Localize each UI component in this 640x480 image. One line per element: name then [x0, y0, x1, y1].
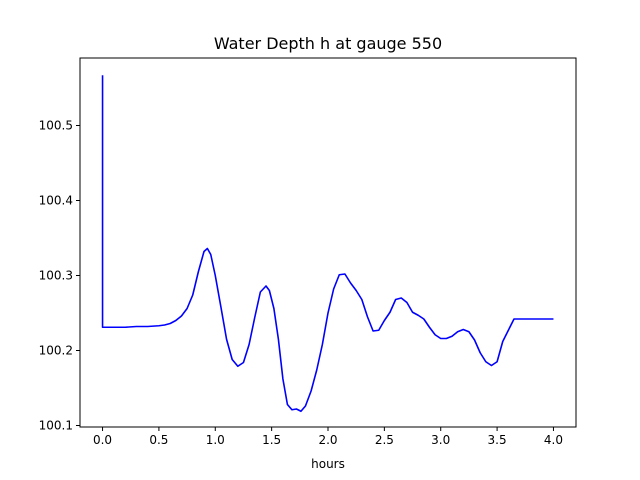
- series-line-0: [101, 75, 554, 413]
- x-tick-label: 1.5: [262, 433, 281, 447]
- y-tick-label: 100.4: [39, 194, 73, 208]
- x-tick-label: 2.0: [318, 433, 337, 447]
- x-tick-label: 0.5: [149, 433, 168, 447]
- y-tick-label: 100.2: [39, 344, 73, 358]
- plot-area: [101, 75, 554, 413]
- x-tick-label: 3.0: [431, 433, 450, 447]
- x-tick-label: 3.5: [488, 433, 507, 447]
- y-tick-label: 100.3: [39, 269, 73, 283]
- y-tick-label: 100.5: [39, 119, 73, 133]
- y-tick-label: 100.1: [39, 419, 73, 433]
- chart-title: Water Depth h at gauge 550: [214, 34, 442, 53]
- axes: 0.0 0.5 1.0 1.5 2.0 2.5 3.0 3.5 4.0 100.1 100.2 100…: [39, 57, 577, 447]
- x-tick-label: 4.0: [544, 433, 563, 447]
- x-tick-label: 1.0: [206, 433, 225, 447]
- x-tick-label: 2.5: [375, 433, 394, 447]
- x-axis-label: hours: [311, 457, 345, 471]
- x-tick-label: 0.0: [93, 433, 112, 447]
